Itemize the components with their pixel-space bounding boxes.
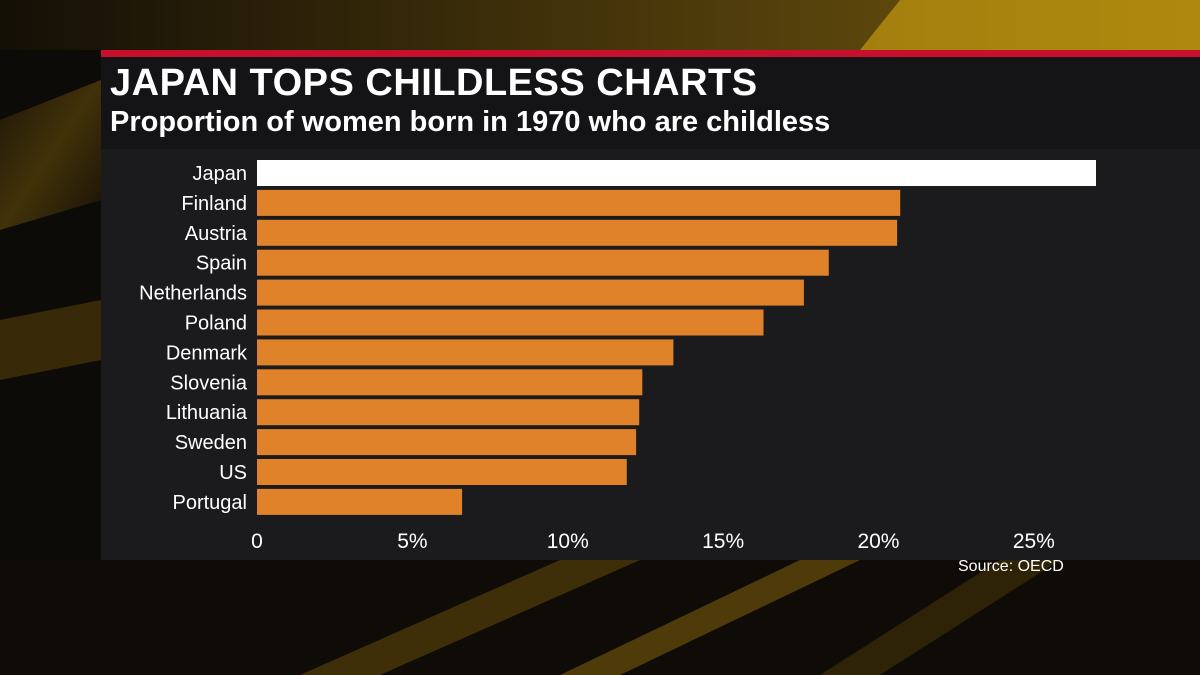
bar-sweden: [257, 429, 637, 456]
chart-title: JAPAN TOPS CHILDLESS CHARTS: [110, 62, 758, 104]
bar-lithuania: [257, 399, 640, 426]
header-bar: [101, 57, 1200, 149]
category-label-lithuania: Lithuania: [166, 402, 248, 424]
x-tick-label: 15%: [702, 530, 744, 553]
bar-denmark: [257, 339, 674, 366]
category-label-sweden: Sweden: [175, 432, 247, 454]
bar-us: [257, 459, 627, 485]
bar-portugal: [257, 488, 463, 515]
category-label-japan: Japan: [193, 163, 248, 185]
bar-poland: [257, 309, 764, 336]
x-tick-label: 10%: [547, 530, 589, 553]
category-label-poland: Poland: [185, 313, 247, 335]
bar-finland: [257, 189, 901, 216]
category-label-denmark: Denmark: [166, 342, 248, 364]
x-tick-label: 5%: [397, 530, 427, 553]
x-tick-label: 20%: [857, 530, 899, 553]
bar-austria: [257, 219, 898, 246]
bar-netherlands: [257, 279, 804, 306]
bar-slovenia: [257, 369, 643, 396]
bar-spain: [257, 249, 829, 276]
category-label-finland: Finland: [181, 193, 247, 215]
category-label-spain: Spain: [196, 253, 247, 275]
category-label-us: US: [219, 462, 247, 484]
category-label-slovenia: Slovenia: [170, 372, 248, 394]
category-label-portugal: Portugal: [173, 492, 248, 514]
bar-japan: [257, 160, 1096, 186]
category-label-austria: Austria: [185, 223, 248, 245]
category-label-netherlands: Netherlands: [139, 283, 247, 305]
x-tick-label: 0: [251, 530, 263, 553]
x-tick-label: 25%: [1013, 530, 1055, 553]
accent-line: [101, 50, 1200, 57]
source-note: Source: OECD: [958, 558, 1064, 575]
chart-subtitle: Proportion of women born in 1970 who are…: [110, 106, 831, 138]
